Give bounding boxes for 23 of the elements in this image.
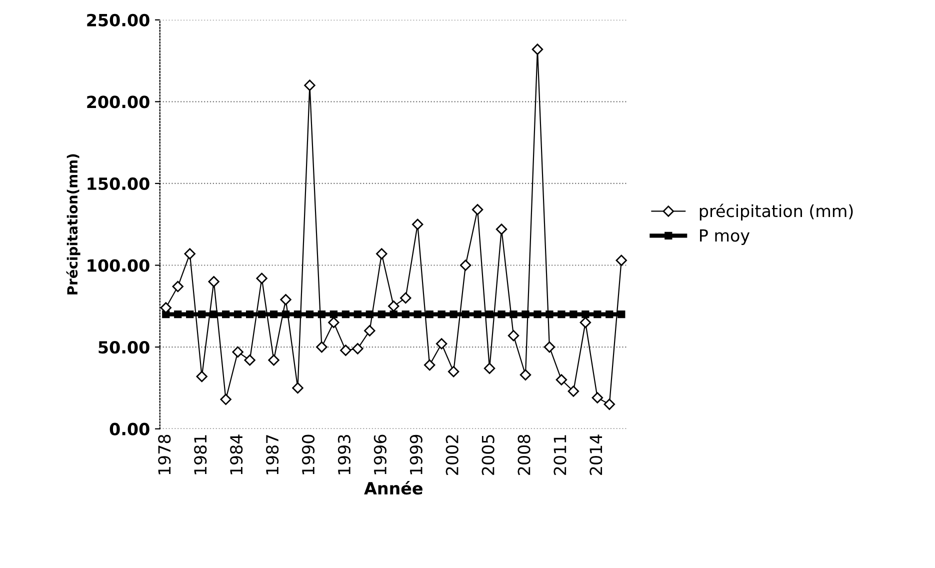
x-tick-label: 1999 [410,434,422,474]
legend-label: précipitation (mm) [700,204,853,221]
x-tick-label: 2014 [590,434,602,475]
x-tick-label: 1978 [158,434,171,474]
x-axis-title: Année [364,481,422,495]
x-tick-label: 2002 [446,435,458,475]
x-tick-label: 1981 [194,435,207,474]
y-tick-label: 200.00 [87,96,150,108]
x-tick-label: 1993 [338,435,351,474]
y-tick-label: 100.00 [88,259,150,272]
y-tick-label: 50.00 [98,341,150,354]
x-tick-label: 1987 [266,435,279,474]
x-tick-label: 1984 [230,434,243,474]
x-tick-label: 2008 [518,434,530,475]
y-tick-label: 0.00 [110,422,150,436]
legend-label: P moy [700,229,750,245]
y-tick-label: 150.00 [88,177,150,190]
x-tick-label: 2005 [482,435,494,475]
x-tick-label: 1990 [302,434,315,474]
x-tick-label: 1996 [374,434,386,474]
x-tick-label: 2011 [554,435,566,475]
y-tick-label: 250.00 [87,14,150,26]
y-axis-title: Précipitation(mm) [66,154,80,294]
